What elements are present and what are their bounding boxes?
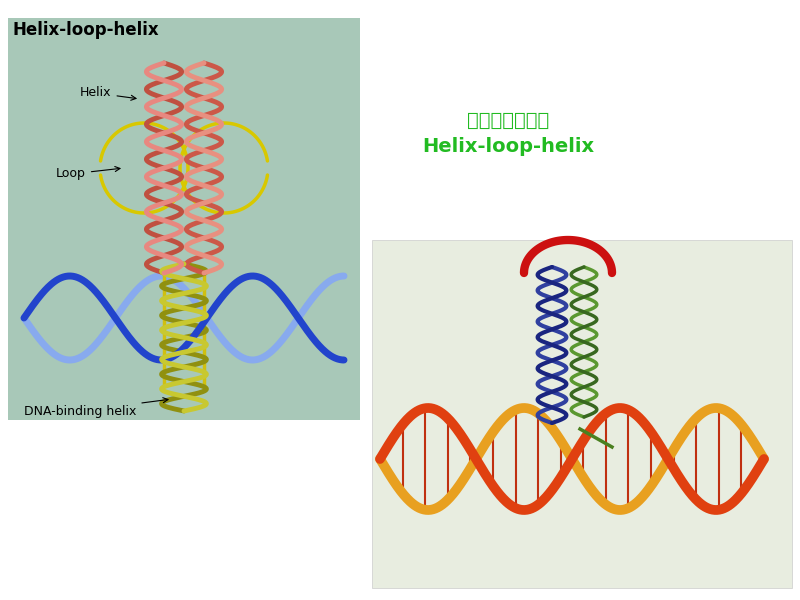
FancyBboxPatch shape — [372, 240, 792, 588]
Text: Loop: Loop — [56, 167, 120, 181]
Text: Helix-loop-helix: Helix-loop-helix — [12, 21, 158, 39]
FancyBboxPatch shape — [8, 18, 360, 420]
Text: Helix-loop-helix: Helix-loop-helix — [422, 137, 594, 157]
Text: Helix: Helix — [80, 86, 136, 100]
Text: DNA-binding helix: DNA-binding helix — [24, 398, 168, 418]
Text: 螺旋－圈－螺旋: 螺旋－圈－螺旋 — [467, 110, 549, 130]
